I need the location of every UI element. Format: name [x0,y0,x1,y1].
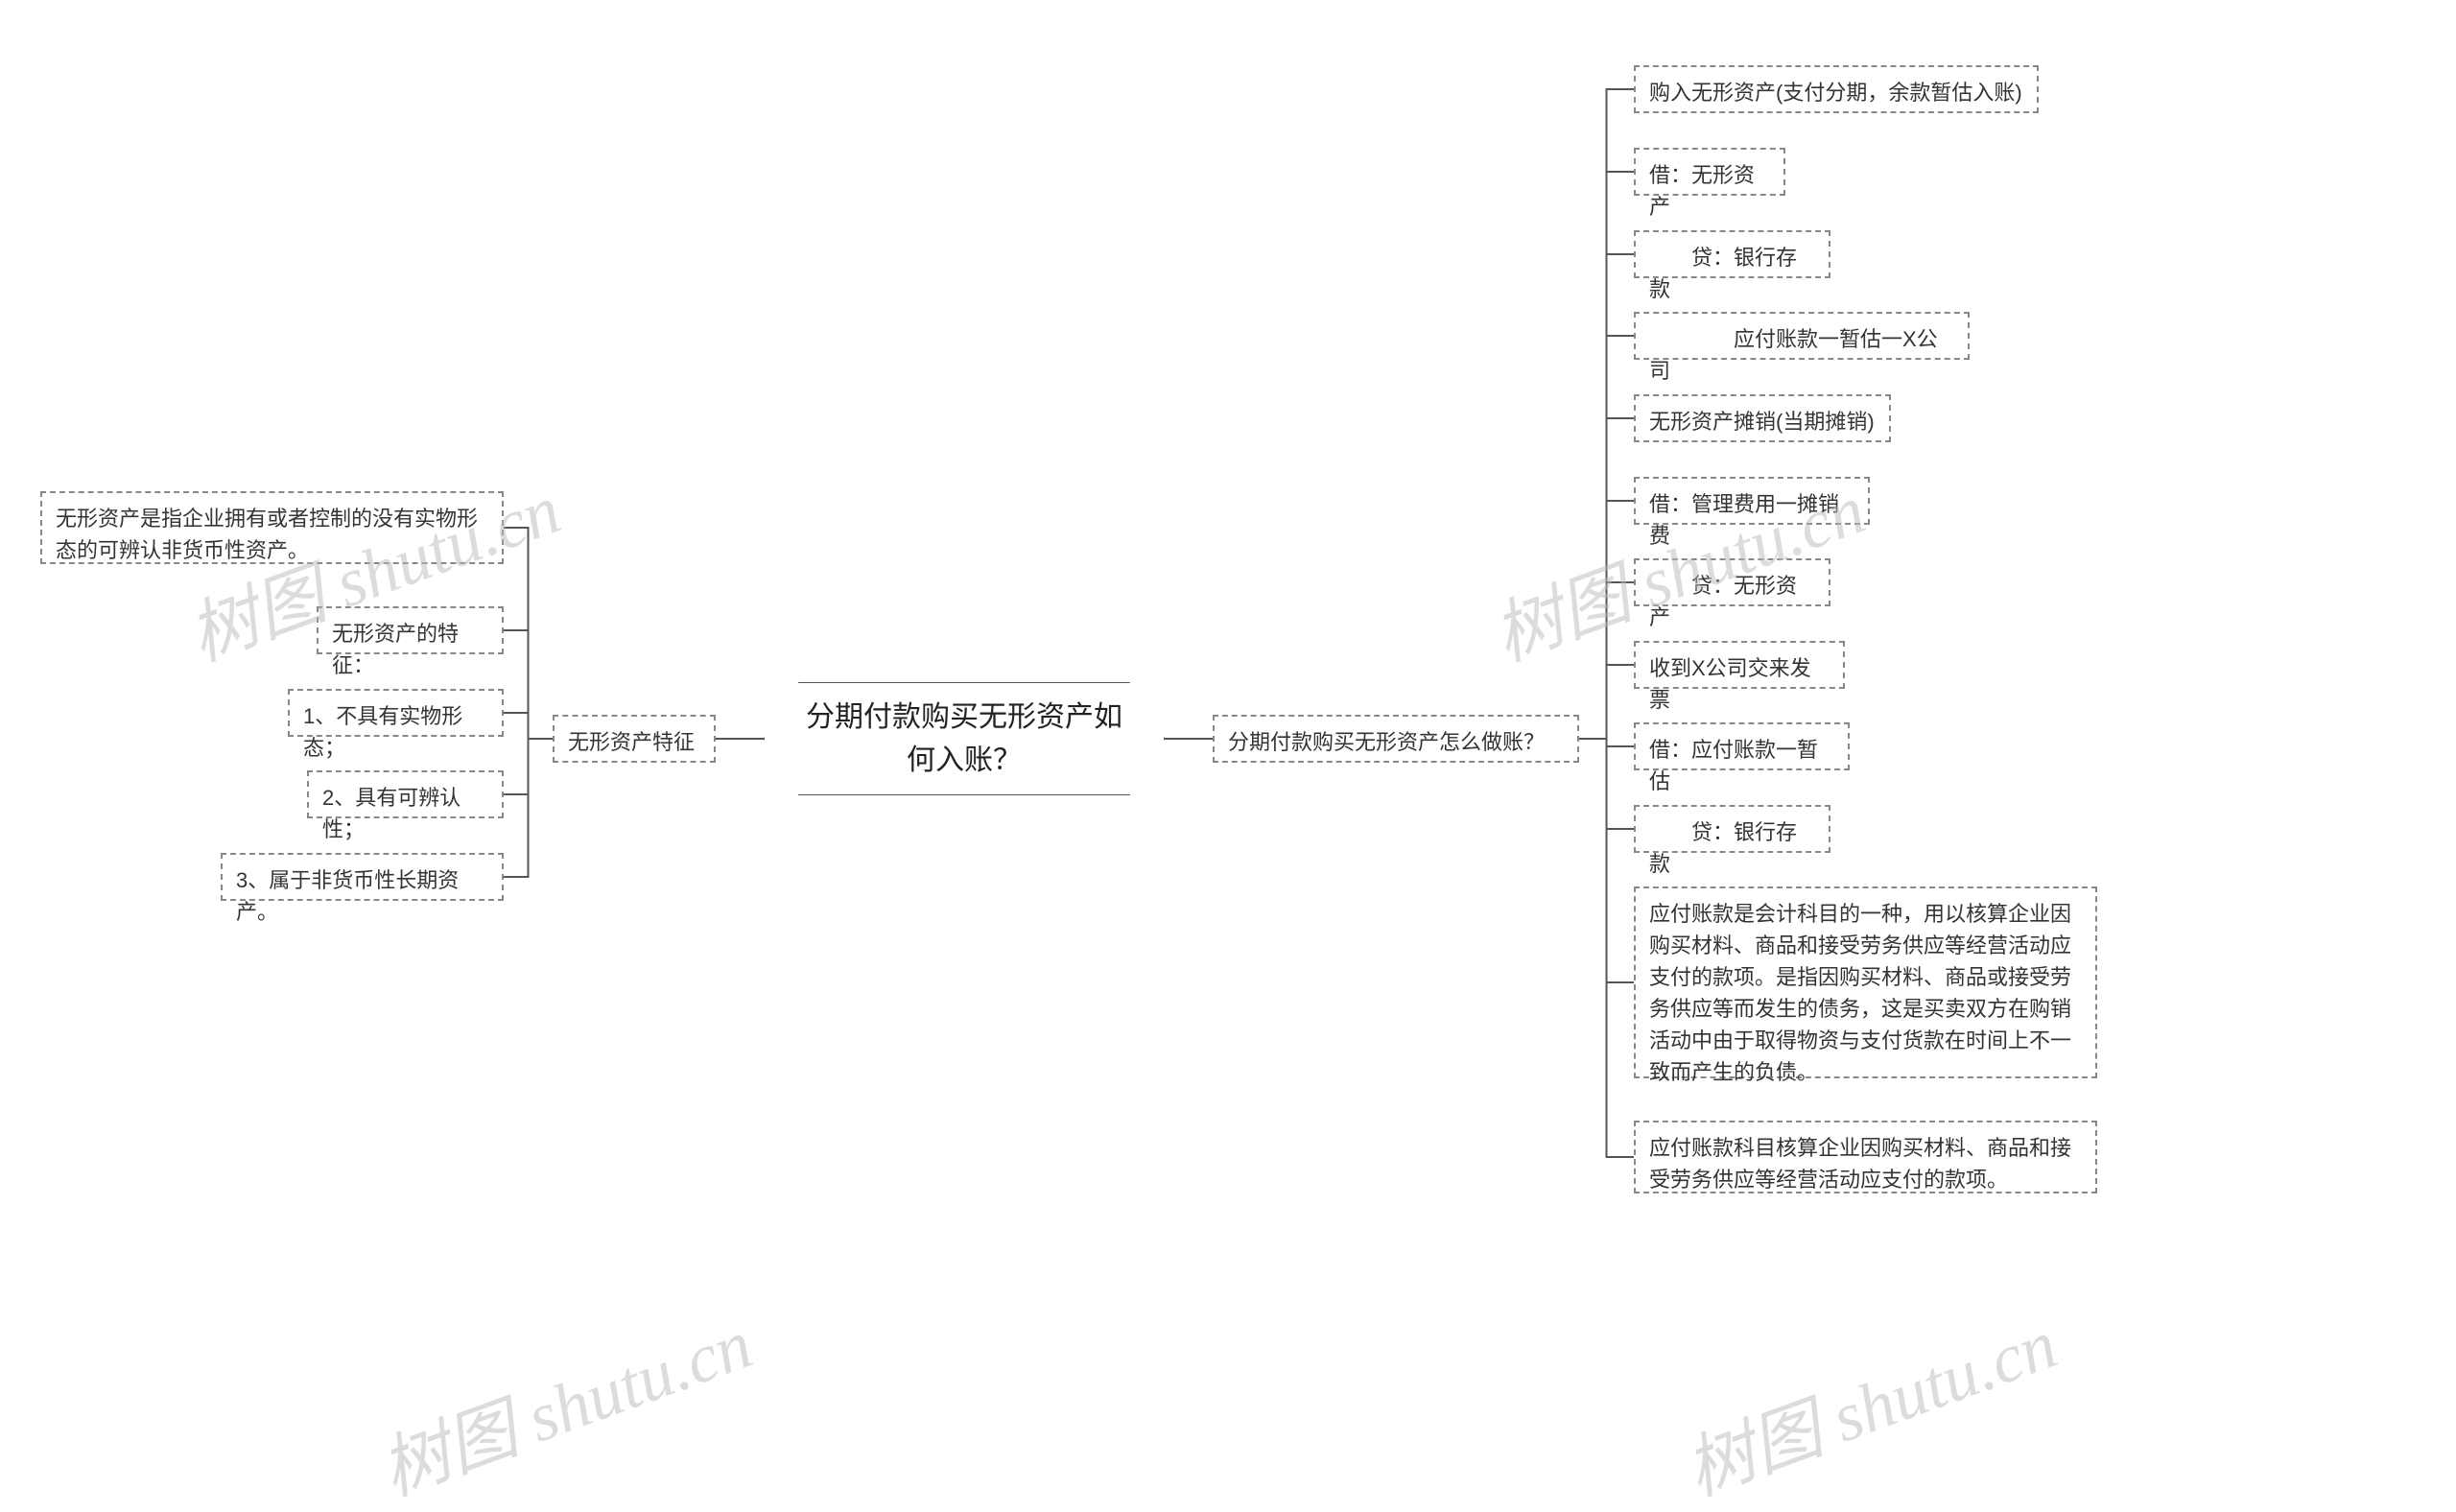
left-child-1: 无形资产的特征： [317,606,504,654]
right-child-3: 应付账款一暂估一X公司 [1634,312,1970,360]
root-line1: 分期付款购买无形资产如 [806,701,1122,733]
watermark-2-text: 树图 shutu.cn [371,1306,762,1510]
left-child-1-text: 无形资产的特征： [332,622,459,677]
left-child-2: 1、不具有实物形态； [288,689,504,737]
branch-left: 无形资产特征 [553,715,716,763]
right-child-2-text: 贷：银行存款 [1649,246,1797,301]
left-child-4-text: 3、属于非货币性长期资产。 [236,868,459,924]
right-child-5: 借：管理费用一摊销费 [1634,477,1870,525]
left-child-0-text: 无形资产是指企业拥有或者控制的没有实物形态的可辨认非货币性资产。 [56,507,478,562]
right-child-8-text: 借：应付账款一暂估 [1649,738,1818,793]
branch-right-label: 分期付款购买无形资产怎么做账？ [1228,730,1545,754]
right-child-5-text: 借：管理费用一摊销费 [1649,492,1839,548]
branch-right: 分期付款购买无形资产怎么做账？ [1213,715,1579,763]
right-child-2: 贷：银行存款 [1634,230,1830,278]
watermark-3: 树图 shutu.cn [1669,1288,2068,1512]
right-child-10: 应付账款是会计科目的一种，用以核算企业因购买材料、商品和接受劳务供应等经营活动应… [1634,886,2097,1078]
watermark-2: 树图 shutu.cn [365,1288,764,1512]
right-child-4-text: 无形资产摊销(当期摊销) [1649,410,1875,434]
right-child-1-text: 借：无形资产 [1649,163,1755,219]
right-child-3-text: 应付账款一暂估一X公司 [1649,327,1938,383]
left-child-3-text: 2、具有可辨认性； [322,786,460,841]
right-child-8: 借：应付账款一暂估 [1634,722,1850,770]
right-child-9: 贷：银行存款 [1634,805,1830,853]
root-node: 分期付款购买无形资产如 何入账？ [765,683,1164,794]
watermark-3-text: 树图 shutu.cn [1676,1306,2066,1510]
right-child-6: 贷：无形资产 [1634,558,1830,606]
branch-left-label: 无形资产特征 [568,730,695,754]
left-child-0: 无形资产是指企业拥有或者控制的没有实物形态的可辨认非货币性资产。 [40,491,504,564]
root-line2: 何入账？ [907,744,1022,776]
right-child-11-text: 应付账款科目核算企业因购买材料、商品和接受劳务供应等经营活动应支付的款项。 [1649,1136,2071,1192]
right-child-10-text: 应付账款是会计科目的一种，用以核算企业因购买材料、商品和接受劳务供应等经营活动应… [1649,902,2071,1084]
right-child-6-text: 贷：无形资产 [1649,574,1797,629]
right-child-7: 收到X公司交来发票 [1634,641,1845,689]
right-child-1: 借：无形资产 [1634,148,1785,196]
right-child-4: 无形资产摊销(当期摊销) [1634,394,1891,442]
right-child-0: 购入无形资产(支付分期，余款暂估入账) [1634,65,2039,113]
left-child-4: 3、属于非货币性长期资产。 [221,853,504,901]
right-child-9-text: 贷：银行存款 [1649,820,1797,876]
right-child-11: 应付账款科目核算企业因购买材料、商品和接受劳务供应等经营活动应支付的款项。 [1634,1121,2097,1193]
right-child-0-text: 购入无形资产(支付分期，余款暂估入账) [1649,81,2022,105]
left-child-3: 2、具有可辨认性； [307,770,504,818]
right-child-7-text: 收到X公司交来发票 [1649,656,1811,712]
left-child-2-text: 1、不具有实物形态； [303,704,462,760]
